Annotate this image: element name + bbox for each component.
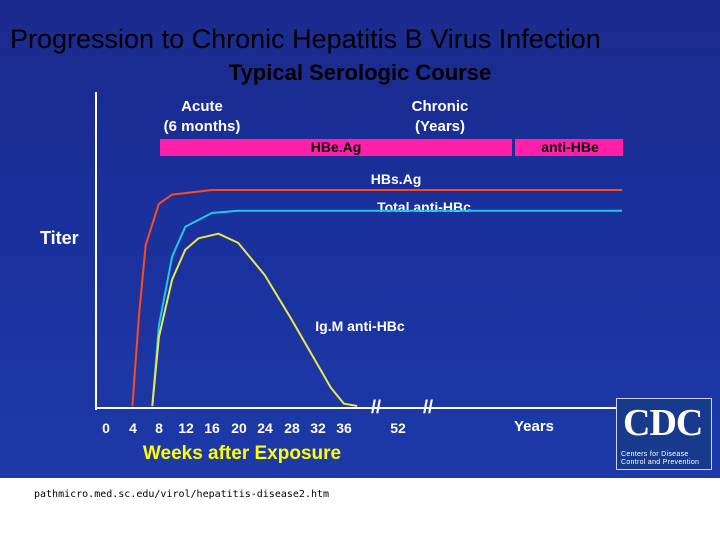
slide-background — [0, 0, 720, 478]
bar-anti-hbe-label: anti-HBe — [541, 139, 599, 155]
series-total-anti-hbc-line — [151, 209, 622, 407]
cdc-logo: CDC Centers for Disease Control and Prev… — [616, 398, 712, 470]
x-tick-label: 8 — [155, 420, 163, 436]
axis-break-mark-1: // — [371, 397, 381, 417]
series-label-total-anti-hbc: Total anti-HBc — [377, 199, 471, 215]
cdc-logo-text: CDC — [623, 402, 703, 444]
x-tick-label: 52 — [390, 420, 406, 436]
series-igm-anti-hbc-line — [151, 232, 358, 407]
cdc-tagline-line1: Centers for Disease — [621, 451, 689, 458]
x-axis-years-label: Years — [514, 418, 554, 435]
series-layer — [131, 189, 622, 407]
x-axis-label: Weeks after Exposure — [143, 443, 341, 464]
bar-hbeag — [160, 139, 512, 156]
cdc-tagline-line2: Control and Prevention — [621, 459, 700, 466]
footer-area — [0, 478, 720, 540]
series-hbsag-line — [131, 189, 622, 407]
chart-subtitle: Typical Serologic Course — [228, 60, 492, 85]
x-tick-layer: 0 4 8 12 16 20 24 28 32 36 52 — [102, 420, 406, 436]
slide-title: Progression to Chronic Hepatitis B Virus… — [10, 24, 601, 54]
x-tick-label: 36 — [336, 420, 352, 436]
phase-acute-label: Acute — [181, 98, 223, 115]
phase-chronic-label: Chronic — [412, 98, 469, 115]
x-tick-label: 32 — [310, 420, 326, 436]
x-tick-label: 12 — [178, 420, 194, 436]
x-tick-label: 4 — [129, 420, 137, 436]
phase-chronic-duration: (Years) — [415, 118, 465, 135]
series-label-hbsag: HBs.Ag — [371, 171, 422, 187]
axis-break-mark-2: // — [423, 397, 433, 417]
bar-anti-hbe — [515, 139, 623, 156]
bar-hbeag-label: HBe.Ag — [311, 139, 362, 155]
x-tick-label: 0 — [102, 420, 110, 436]
y-axis-label: Titer — [40, 228, 79, 248]
series-label-igm-anti-hbc: Ig.M anti-HBc — [315, 318, 405, 334]
source-link[interactable]: pathmicro.med.sc.edu/virol/hepatitis-dis… — [34, 489, 330, 500]
cdc-logo-tagline: Centers for Disease Control and Preventi… — [621, 451, 709, 467]
serologic-chart: // // Titer Acute (6 months) Chronic (Ye… — [40, 98, 623, 464]
x-tick-label: 28 — [284, 420, 300, 436]
title-area: Progression to Chronic Hepatitis B Virus… — [0, 0, 720, 92]
x-tick-label: 20 — [231, 420, 247, 436]
x-tick-label: 16 — [204, 420, 220, 436]
x-tick-label: 24 — [257, 420, 273, 436]
phase-acute-duration: (6 months) — [164, 118, 241, 135]
